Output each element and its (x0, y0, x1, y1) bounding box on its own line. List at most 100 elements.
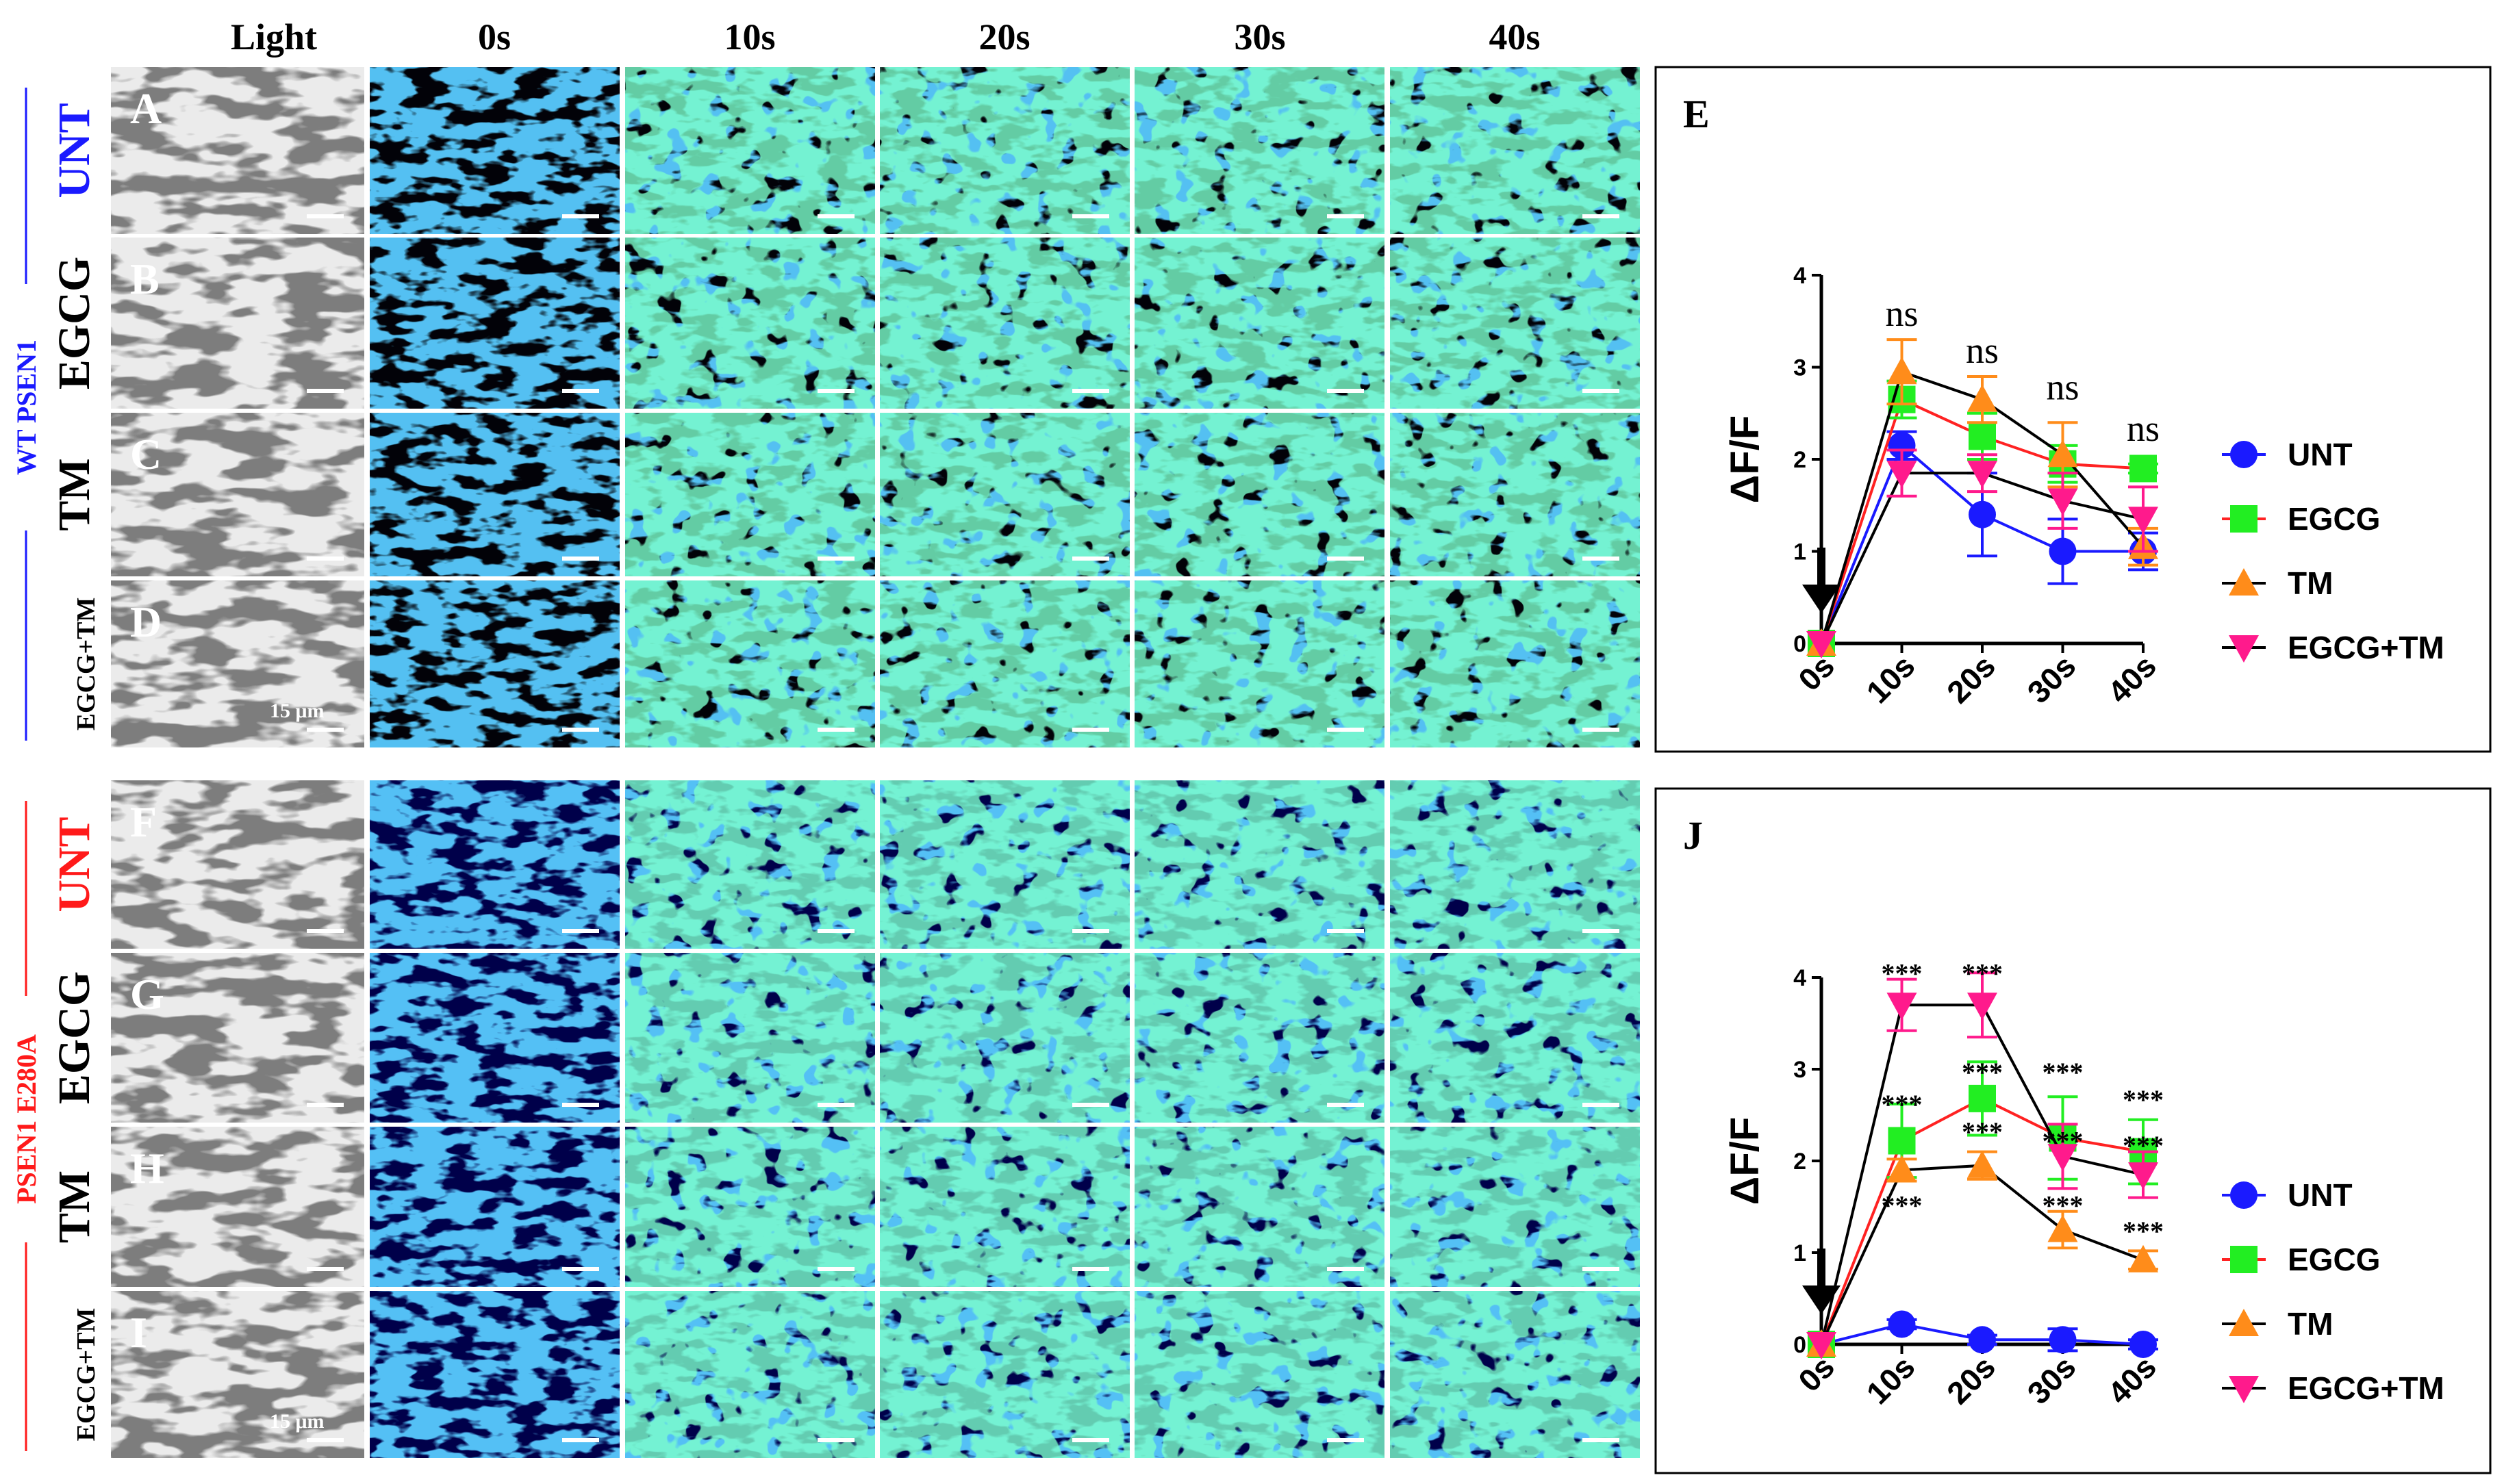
calcium-fluorescence-image (370, 67, 620, 234)
cell-texture (370, 1291, 620, 1458)
calcium-fluorescence-image (370, 413, 620, 576)
calcium-fluorescence-image (625, 238, 875, 409)
cell-texture (111, 580, 364, 747)
cell-texture (111, 413, 364, 576)
y-tick-label: 0 (1793, 1332, 1806, 1358)
calcium-fluorescence-image (370, 780, 620, 949)
significance-annotation: *** (1962, 1057, 2003, 1088)
significance-annotation: *** (2043, 1190, 2084, 1220)
y-tick-label: 3 (1793, 1057, 1806, 1083)
stimulus-arrow-head (1802, 585, 1841, 613)
legend-entry: EGCG (2222, 1242, 2380, 1277)
legend-marker (2230, 1246, 2258, 1273)
signal-hotspots (1390, 953, 1640, 1123)
data-point (1886, 357, 1917, 385)
calcium-fluorescence-image (1390, 580, 1640, 747)
significance-annotation: ns (1966, 330, 1999, 371)
light-micrograph: I 15 μm (111, 1291, 364, 1458)
signal-hotspots (880, 780, 1130, 949)
calcium-fluorescence-image (880, 953, 1130, 1123)
legend-entry: TM (2222, 1306, 2333, 1342)
calcium-fluorescence-image (625, 67, 875, 234)
chart-frame (1654, 66, 2492, 753)
signal-hotspots (625, 413, 875, 576)
data-point (1967, 993, 1997, 1021)
significance-annotation: *** (2123, 1130, 2164, 1161)
calcium-fluorescence-image (1135, 780, 1384, 949)
group-label: WT PSEN1 (11, 340, 42, 475)
series (1808, 1310, 2158, 1358)
cell-texture (111, 1291, 364, 1458)
stimulus-arrow-head (1802, 1285, 1841, 1314)
data-point (1806, 1332, 1836, 1359)
calcium-fluorescence-image (625, 413, 875, 576)
significance-annotation: *** (1882, 1190, 1923, 1220)
signal-hotspots (1135, 67, 1384, 234)
data-point (2049, 1326, 2077, 1354)
legend-marker (2229, 1376, 2259, 1403)
calcium-fluorescence-image (370, 953, 620, 1123)
signal-hotspots (1390, 413, 1640, 576)
data-point (1806, 631, 1836, 658)
significance-annotation: *** (2123, 1084, 2164, 1115)
legend-label: TM (2288, 1306, 2333, 1342)
panel-letter: A (130, 84, 162, 133)
row-condition-label: EGCG (49, 971, 99, 1104)
legend-label: UNT (2288, 1177, 2353, 1213)
scale-bar-label: 15 μm (270, 700, 325, 722)
row-condition-label: EGCG (49, 257, 99, 389)
calcium-fluorescence-image (1135, 238, 1384, 409)
calcium-fluorescence-image (370, 580, 620, 747)
light-micrograph: B (111, 238, 364, 409)
data-point (1967, 384, 1997, 412)
group-label: PSEN1 E280A (11, 1034, 42, 1204)
cell-texture (111, 238, 364, 409)
calcium-fluorescence-image (880, 1127, 1130, 1287)
y-tick-label: 1 (1793, 1240, 1806, 1266)
y-axis-label: ΔF/F (1723, 415, 1767, 504)
significance-annotation: ns (2046, 367, 2079, 408)
cell-texture (111, 1127, 364, 1287)
calcium-fluorescence-image (880, 67, 1130, 234)
data-point (1886, 993, 1917, 1021)
data-point (1969, 500, 1996, 528)
row-condition-label: TM (49, 458, 99, 530)
calcium-fluorescence-image (370, 238, 620, 409)
data-point (1969, 1326, 1996, 1354)
data-point (2047, 439, 2078, 468)
signal-hotspots (1135, 238, 1384, 409)
legend-marker (2230, 441, 2258, 468)
signal-hotspots (880, 67, 1130, 234)
row-condition-label: EGCG+TM (72, 1308, 101, 1442)
signal-hotspots (1135, 1291, 1384, 1458)
legend-label: EGCG (2288, 501, 2380, 537)
signal-hotspots (625, 238, 875, 409)
data-point (2128, 507, 2158, 535)
signal-hotspots (880, 953, 1130, 1123)
panel-letter: G (130, 970, 164, 1019)
signal-hotspots (1135, 780, 1384, 949)
data-point (2047, 1144, 2078, 1172)
data-point (2129, 455, 2157, 483)
calcium-fluorescence-image (880, 780, 1130, 949)
y-tick-label: 1 (1793, 539, 1806, 565)
calcium-fluorescence-image (625, 1127, 875, 1287)
legend-marker (2230, 505, 2258, 533)
data-point (2049, 537, 2077, 565)
cell-texture (370, 780, 620, 949)
significance-annotation: *** (1882, 1089, 1923, 1120)
legend-label: EGCG (2288, 1242, 2380, 1277)
data-point (1967, 1150, 1997, 1178)
data-point (1888, 1127, 1916, 1155)
significance-annotation: ns (1885, 293, 1918, 334)
calcium-fluorescence-image (1390, 953, 1640, 1123)
y-tick-label: 2 (1793, 1149, 1806, 1175)
cell-texture (370, 238, 620, 409)
panel-letter: H (130, 1144, 164, 1192)
signal-hotspots (1135, 580, 1384, 747)
legend-label: TM (2288, 565, 2333, 601)
data-point (2128, 1244, 2158, 1272)
calcium-fluorescence-image (625, 953, 875, 1123)
signal-hotspots (880, 1291, 1130, 1458)
